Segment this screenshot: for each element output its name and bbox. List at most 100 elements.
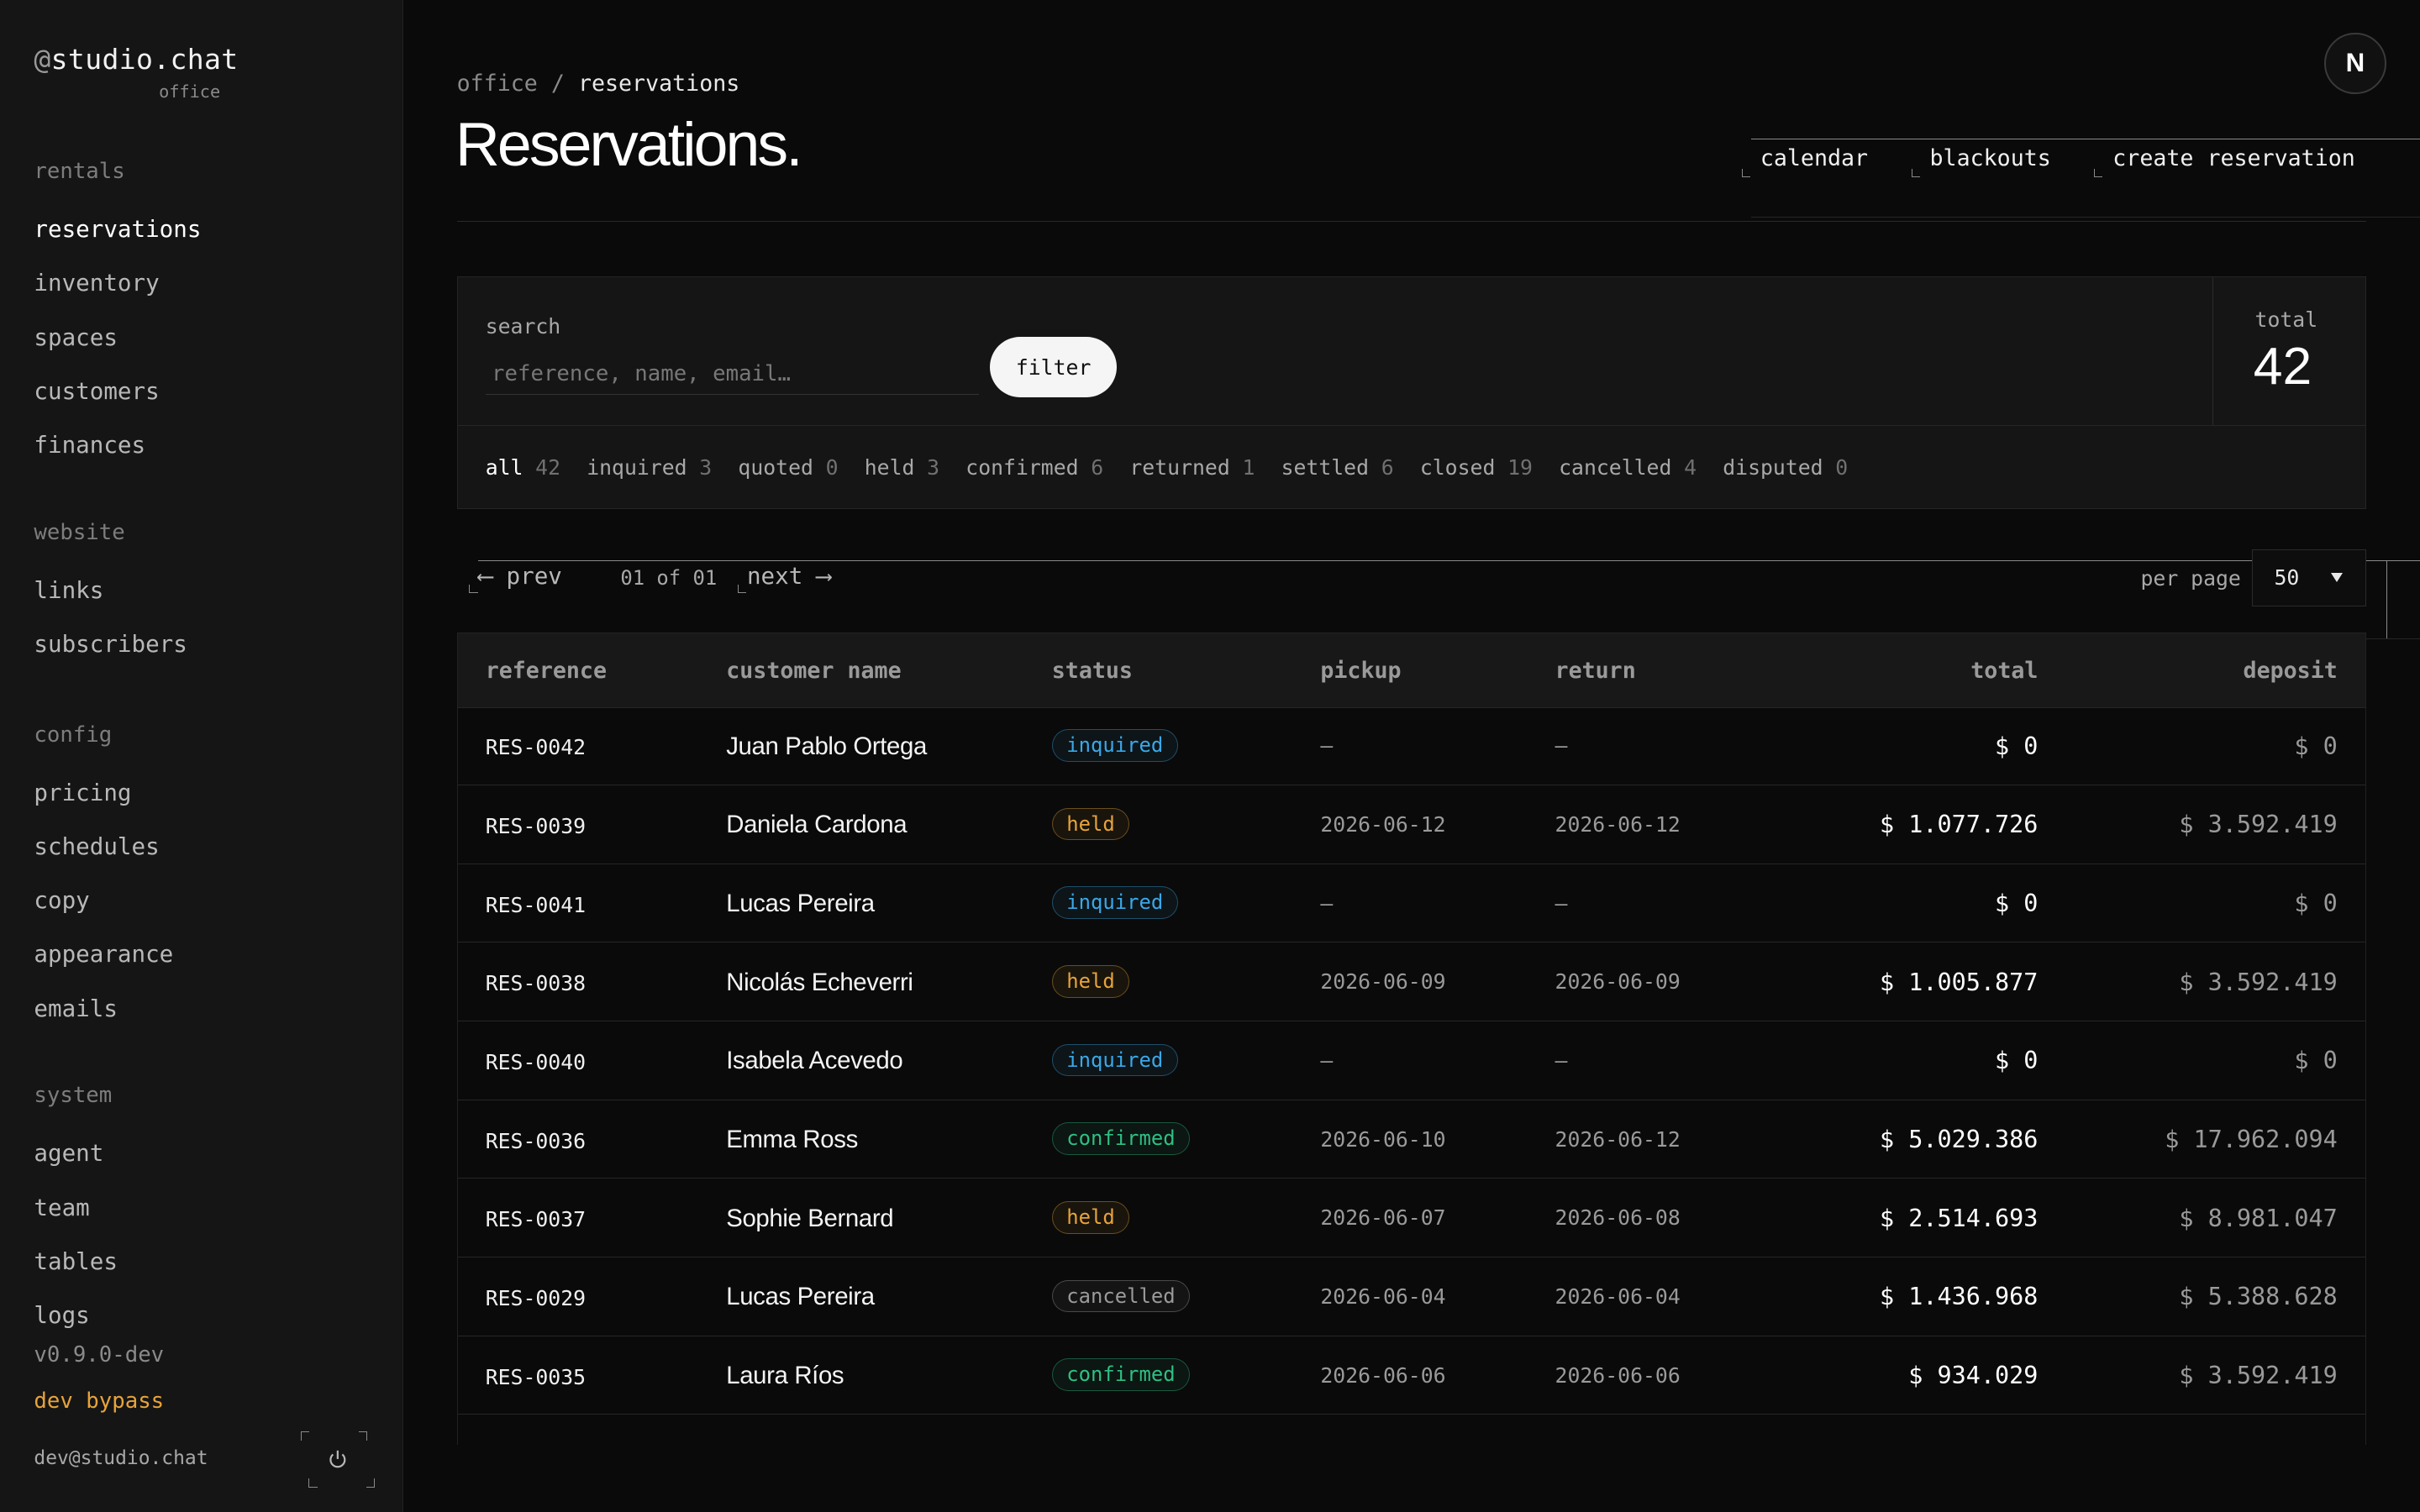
sidebar-item-schedules[interactable]: schedules <box>34 832 160 860</box>
table-row[interactable]: RES-0040 Isabela Acevedo inquired — — $ 0 $ 0 <box>457 1022 2365 1100</box>
status-filter-all[interactable]: all 42 <box>486 455 560 480</box>
column-header-deposit[interactable]: deposit <box>2243 658 2338 685</box>
table-row[interactable]: RES-0038 Nicolás Echeverri held 2026-06-09 2… <box>457 943 2365 1022</box>
sidebar-item-inventory[interactable]: inventory <box>34 270 160 297</box>
sidebar-item-links[interactable]: links <box>34 576 104 604</box>
table-row[interactable]: RES-0037 Sophie Bernard held 2026-06-07 2026… <box>457 1179 2365 1258</box>
status-filter-label: closed <box>1419 454 1496 480</box>
total-amount: $ 0 <box>1995 889 2039 917</box>
deposit-amount: $ 5.388.628 <box>2179 1283 2338 1311</box>
sidebar-item-team[interactable]: team <box>34 1194 90 1221</box>
sidebar-item-agent[interactable]: agent <box>34 1140 104 1168</box>
deposit-amount: $ 0 <box>2294 1047 2338 1075</box>
status-tabs: all 42 inquired 3 quoted 0 held 3 confirmed 6 retu… <box>486 455 1849 480</box>
sidebar-item-finances[interactable]: finances <box>34 432 146 459</box>
brand-name: studio.chat <box>50 43 239 76</box>
sidebar-item-emails[interactable]: emails <box>34 995 118 1022</box>
create-reservation-button-label: create reservation <box>2112 144 2355 171</box>
status-filter-confirmed[interactable]: confirmed 6 <box>965 455 1103 480</box>
version-label: v0.9.0-dev <box>34 1341 165 1368</box>
status-filter-count: 1 <box>1242 454 1255 480</box>
status-filter-settled[interactable]: settled 6 <box>1281 455 1394 480</box>
column-header-customer-name[interactable]: customer name <box>726 658 902 685</box>
logout-button[interactable] <box>301 1431 376 1488</box>
sidebar-item-copy[interactable]: copy <box>34 887 90 915</box>
sidebar-item-pricing[interactable]: pricing <box>34 779 132 806</box>
per-page-select[interactable]: 50 <box>2251 549 2366 606</box>
customer-name: Laura Ríos <box>726 1361 844 1389</box>
column-header-total[interactable]: total <box>1970 658 2039 685</box>
sidebar-item-appearance[interactable]: appearance <box>34 941 174 969</box>
table-row[interactable]: RES-0029 Lucas Pereira cancelled 2026-06-04… <box>457 1258 2365 1336</box>
breadcrumb-separator: / <box>537 71 578 97</box>
next-page-button[interactable]: next ⟶ <box>737 559 2420 639</box>
create-reservation-button[interactable]: create reservation <box>2094 139 2420 218</box>
sidebar-item-subscribers[interactable]: subscribers <box>34 631 187 659</box>
avatar[interactable]: N <box>2324 32 2386 95</box>
breadcrumb-root[interactable]: office <box>456 71 538 97</box>
brand-subtitle: office <box>159 81 221 102</box>
status-filter-inquired[interactable]: inquired 3 <box>587 455 712 480</box>
status-badge: confirmed <box>1051 1122 1191 1155</box>
sidebar-item-reservations[interactable]: reservations <box>34 216 202 244</box>
sidebar-item-logs[interactable]: logs <box>34 1302 90 1330</box>
status-badge: cancelled <box>1051 1279 1191 1313</box>
table-row[interactable]: RES-0041 Lucas Pereira inquired — — $ 0 $ 0 <box>457 865 2365 943</box>
total-amount: $ 5.029.386 <box>1880 1125 2039 1153</box>
sidebar-item-spaces[interactable]: spaces <box>34 323 118 351</box>
status-filter-label: inquired <box>587 454 687 480</box>
sidebar: @studio.chat office rentals reservations i… <box>0 0 404 1512</box>
total-amount: $ 0 <box>1995 1047 2039 1075</box>
table-row-partial <box>458 1415 2365 1445</box>
calendar-button[interactable]: calendar <box>1741 139 2420 218</box>
status-badge: inquired <box>1051 1043 1178 1077</box>
page-title: Reservations. <box>455 108 803 179</box>
reservation-reference: RES-0039 <box>485 813 587 838</box>
total-amount: $ 1.077.726 <box>1880 811 2039 839</box>
customer-name: Emma Ross <box>726 1125 858 1153</box>
reservation-reference: RES-0038 <box>485 971 587 996</box>
customer-name: Juan Pablo Ortega <box>726 732 927 760</box>
filter-button[interactable]: filter <box>990 337 1117 398</box>
prev-page-label: ⟵ prev <box>478 563 562 591</box>
status-filter-label: quoted <box>738 454 813 480</box>
customer-name: Lucas Pereira <box>726 1283 875 1311</box>
table-row[interactable]: RES-0035 Laura Ríos confirmed 2026-06-06 202… <box>457 1337 2365 1415</box>
status-filter-cancelled[interactable]: cancelled 4 <box>1559 455 1697 480</box>
search-input[interactable] <box>485 354 980 396</box>
table-row[interactable]: RES-0042 Juan Pablo Ortega inquired — — $ 0 $ … <box>457 707 2365 786</box>
status-filter-label: held <box>864 454 915 480</box>
status-filter-count: 0 <box>1835 454 1849 480</box>
search-panel: search filter total 42 all 42 inquired 3 quo… <box>456 276 2366 510</box>
table-row[interactable]: RES-0036 Emma Ross confirmed 2026-06-10 2026… <box>457 1101 2365 1179</box>
sidebar-item-tables[interactable]: tables <box>34 1247 118 1275</box>
status-filter-quoted[interactable]: quoted 0 <box>738 455 838 480</box>
reservation-reference: RES-0040 <box>485 1049 587 1074</box>
blackouts-button-label: blackouts <box>1929 144 2051 171</box>
table-row[interactable]: RES-0039 Daniela Cardona held 2026-06-12 202… <box>457 786 2365 864</box>
deposit-amount: $ 0 <box>2294 889 2338 917</box>
nav-section-rentals: rentals <box>34 159 125 185</box>
status-filter-count: 4 <box>1684 454 1697 480</box>
header-actions: calendar blackouts create reservation <box>1741 139 2420 218</box>
prev-page-button[interactable]: ⟵ prev <box>469 559 2387 639</box>
brand-logo[interactable]: @studio.chat <box>34 43 238 76</box>
status-filter-label: confirmed <box>965 454 1079 480</box>
sidebar-item-customers[interactable]: customers <box>34 377 160 405</box>
pickup-date: — <box>1320 1048 1334 1074</box>
status-filter-disputed[interactable]: disputed 0 <box>1723 455 1848 480</box>
column-header-reference[interactable]: reference <box>485 658 607 685</box>
power-icon <box>329 1450 346 1467</box>
return-date: 2026-06-12 <box>1555 812 1681 837</box>
status-filter-label: all <box>485 454 523 480</box>
status-filter-closed[interactable]: closed 19 <box>1420 455 1533 480</box>
status-filter-count: 19 <box>1507 454 1533 480</box>
deposit-amount: $ 17.962.094 <box>2165 1125 2338 1153</box>
column-header-pickup[interactable]: pickup <box>1320 658 1402 685</box>
status-filter-held[interactable]: held 3 <box>865 455 939 480</box>
column-header-return[interactable]: return <box>1555 658 1636 685</box>
column-header-status[interactable]: status <box>1051 658 1133 685</box>
status-filter-returned[interactable]: returned 1 <box>1129 455 1255 480</box>
blackouts-button[interactable]: blackouts <box>1911 139 2420 218</box>
status-filter-label: cancelled <box>1559 454 1672 480</box>
